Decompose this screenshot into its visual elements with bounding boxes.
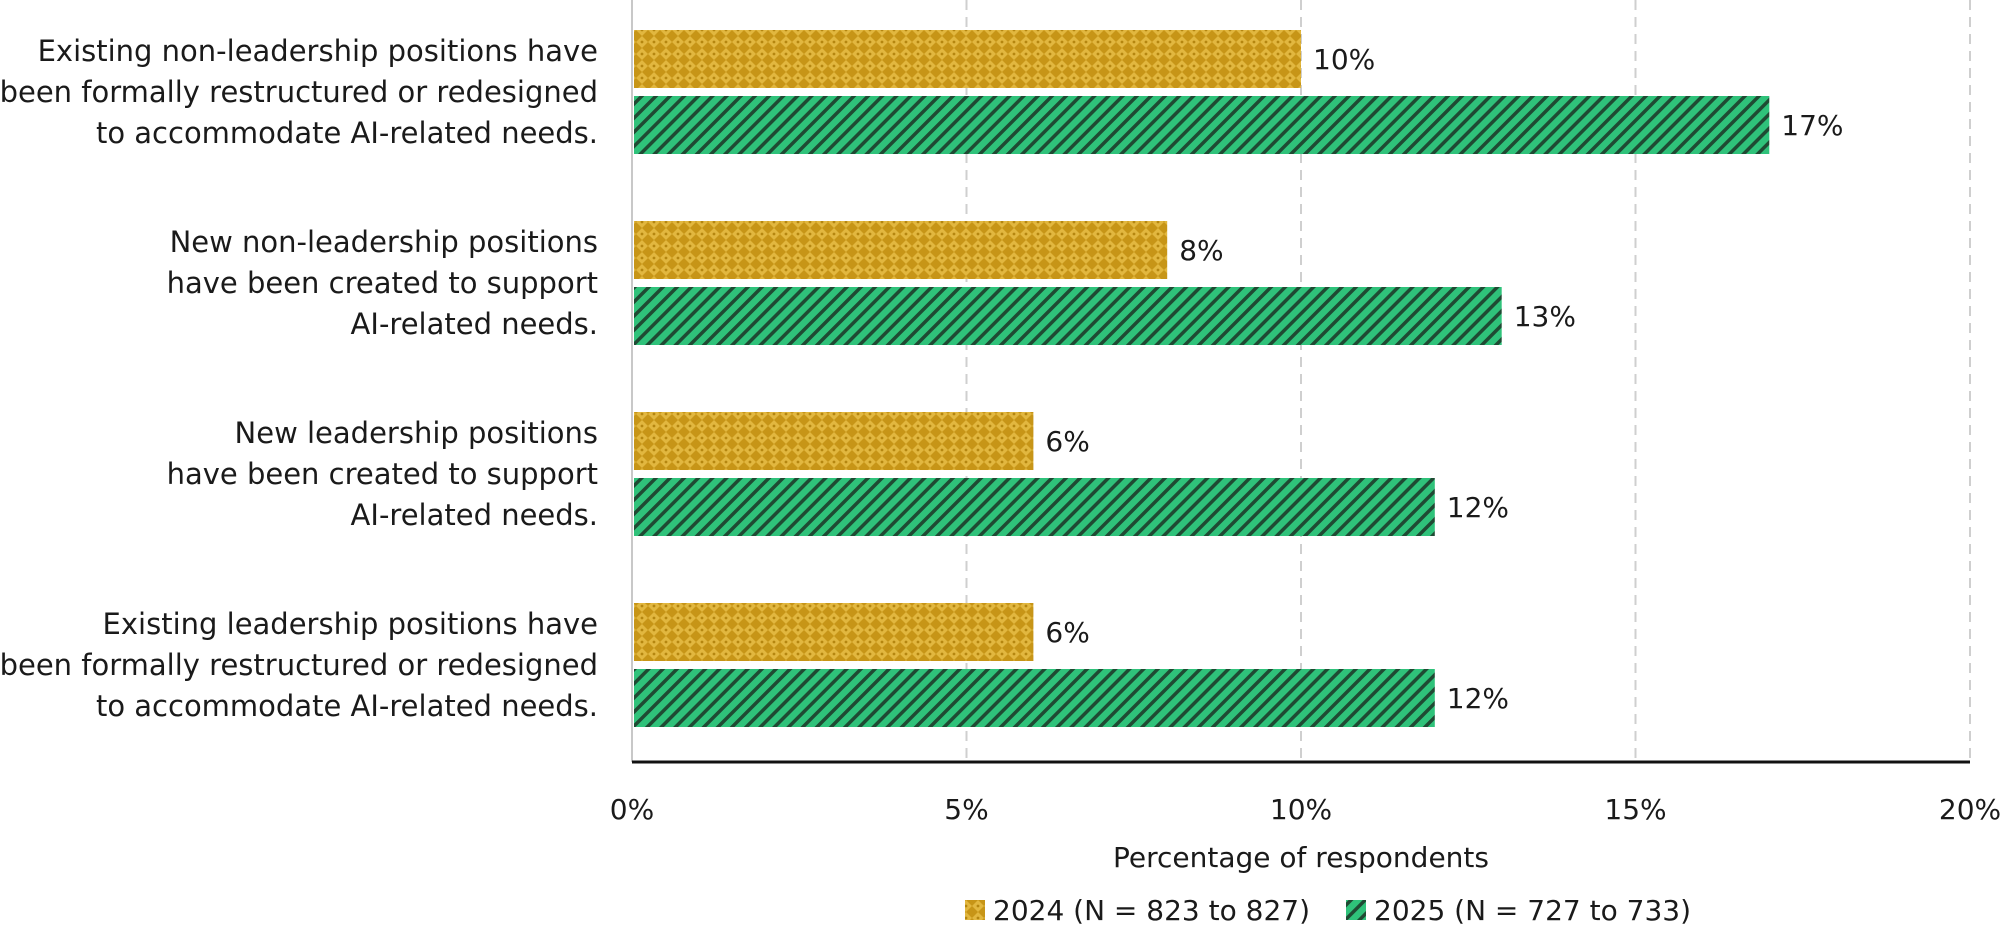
x-tick-label: 10% <box>1270 793 1332 826</box>
category-label: to accommodate AI-related needs. <box>96 116 598 150</box>
category-label: AI-related needs. <box>351 307 598 341</box>
bar-series-2024 <box>634 603 1034 661</box>
category-label: New non-leadership positions <box>170 225 598 259</box>
legend-swatch <box>1346 900 1366 920</box>
data-label: 6% <box>1045 425 1089 458</box>
bars: 10% 17% 8% 13% 6% 12% 6% 12% <box>634 30 1844 727</box>
category-label: AI-related needs. <box>351 498 598 532</box>
bar-series-2025 <box>634 478 1435 536</box>
bar-series-2025 <box>634 96 1770 154</box>
category-label: been formally restructured or redesigned <box>0 75 598 109</box>
legend-label: 2025 (N = 727 to 733) <box>1374 894 1691 927</box>
x-tick-label: 15% <box>1604 793 1666 826</box>
x-tick-label: 20% <box>1939 793 2000 826</box>
bar-series-2024 <box>634 412 1034 470</box>
x-tick-label: 0% <box>610 793 654 826</box>
category-label: New leadership positions <box>235 416 598 450</box>
category-label: have been created to support <box>167 266 598 300</box>
legend-item-2024: 2024 (N = 823 to 827) <box>965 894 1310 927</box>
data-label: 10% <box>1313 43 1375 76</box>
legend-swatch <box>965 900 985 920</box>
legend-label: 2024 (N = 823 to 827) <box>993 894 1310 927</box>
legend: 2024 (N = 823 to 827) 2025 (N = 727 to 73… <box>965 894 1691 927</box>
category-label: to accommodate AI-related needs. <box>96 689 598 723</box>
x-tick-label: 5% <box>944 793 988 826</box>
category-label: have been created to support <box>167 457 598 491</box>
data-label: 12% <box>1447 491 1509 524</box>
x-axis-title: Percentage of respondents <box>1113 841 1489 874</box>
data-label: 6% <box>1045 616 1089 649</box>
data-label: 8% <box>1179 234 1223 267</box>
bar-series-2025 <box>634 287 1502 345</box>
data-label: 12% <box>1447 682 1509 715</box>
data-label: 17% <box>1781 109 1843 142</box>
bar-series-2024 <box>634 30 1301 88</box>
bar-series-2024 <box>634 221 1168 279</box>
category-label: Existing leadership positions have <box>103 607 598 641</box>
bar-series-2025 <box>634 669 1435 727</box>
category-label: Existing non-leadership positions have <box>38 34 598 68</box>
category-label: been formally restructured or redesigned <box>0 648 598 682</box>
data-label: 13% <box>1514 300 1576 333</box>
category-labels: Existing non-leadership positions have be… <box>0 34 598 723</box>
x-axis: 0% 5% 10% 15% 20% <box>610 760 2000 826</box>
legend-item-2025: 2025 (N = 727 to 733) <box>1346 894 1691 927</box>
